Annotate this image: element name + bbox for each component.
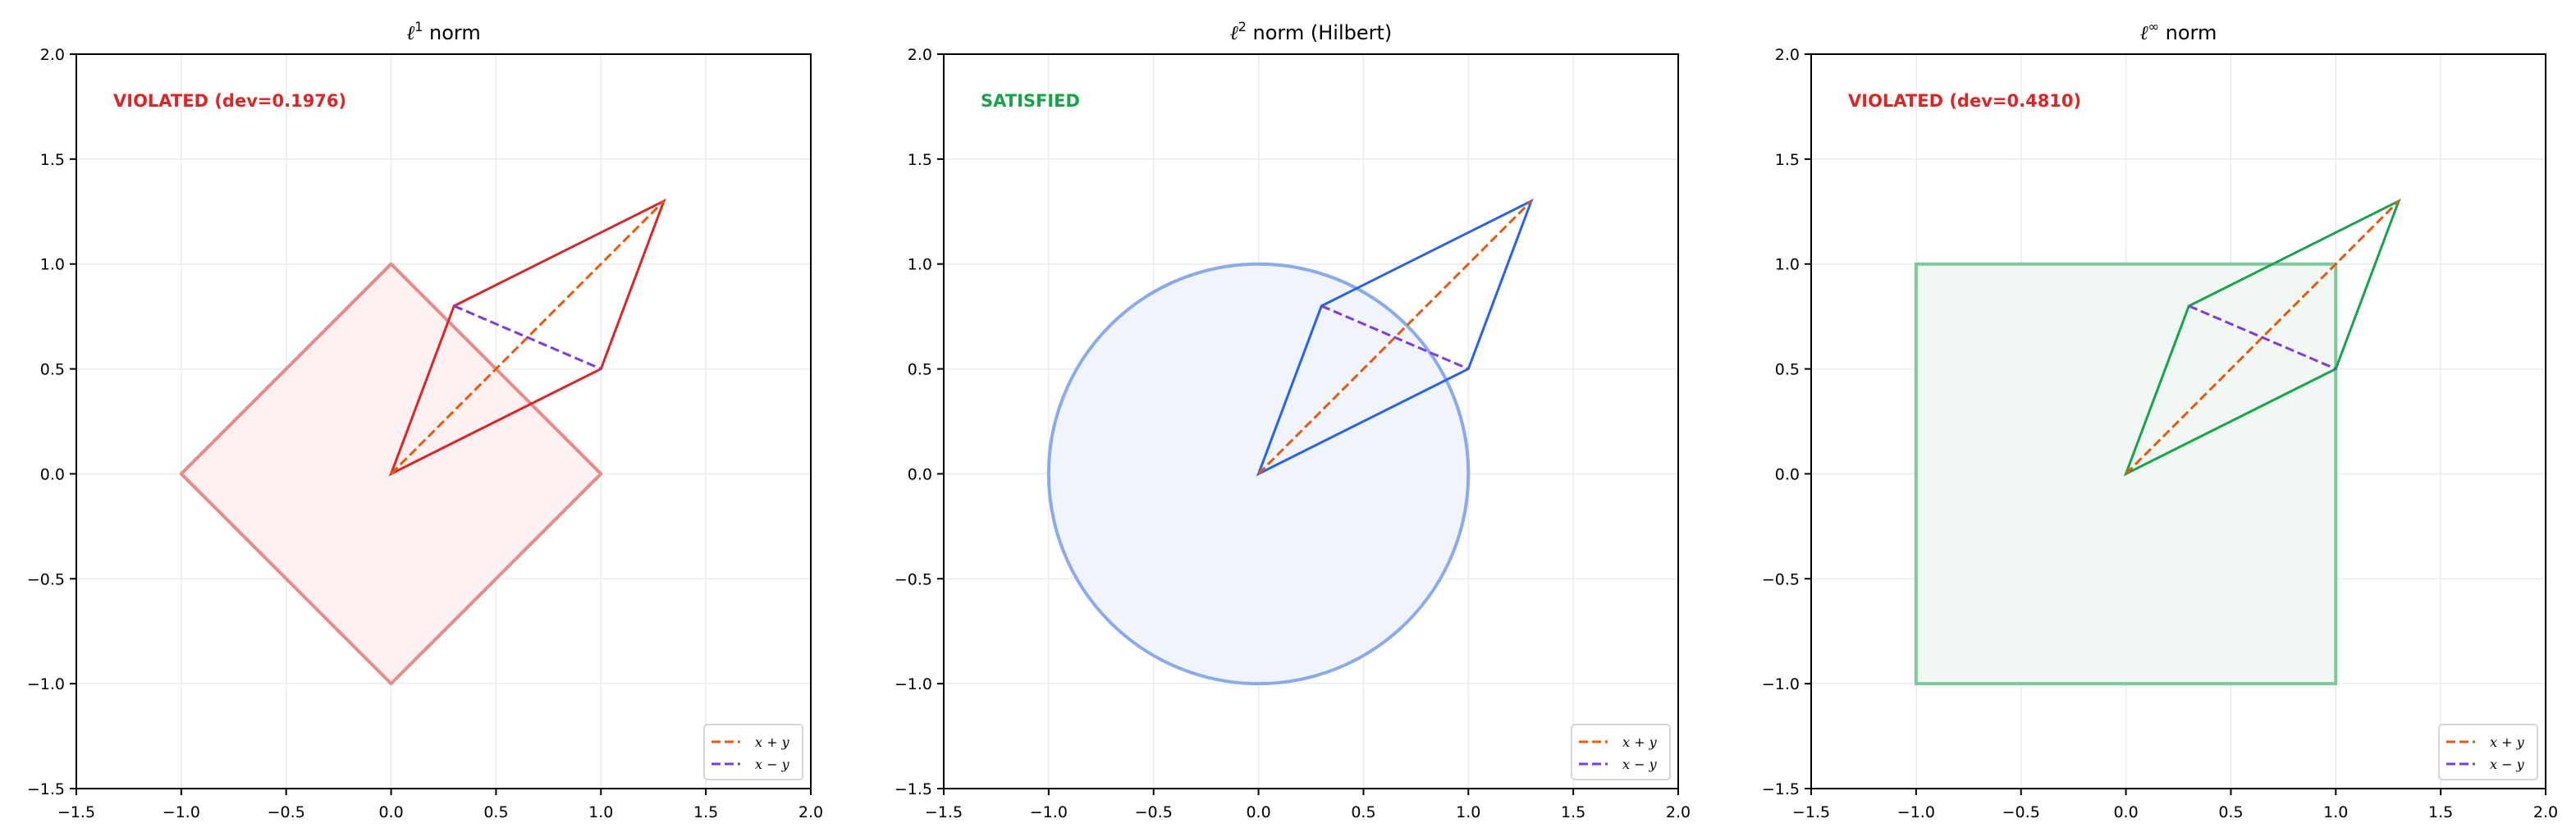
- y-tick-label: 1.5: [1775, 151, 1800, 169]
- x-tick-label: 1.5: [693, 803, 718, 821]
- x-tick-label: 1.0: [588, 803, 613, 821]
- legend-label: x + y: [755, 734, 790, 750]
- axes-frame: [1810, 53, 2546, 789]
- x-tick-label: −1.5: [1792, 803, 1830, 821]
- panel-title: ℓ2 norm (Hilbert): [1230, 19, 1393, 44]
- y-tick-label: 1.5: [40, 151, 65, 169]
- y-tick-label: 0.5: [40, 361, 65, 379]
- axes-frame: [943, 53, 1679, 789]
- x-tick-label: 1.5: [2428, 803, 2453, 821]
- title-rest: norm (Hilbert): [1247, 21, 1392, 44]
- x-tick-label: −1.0: [1897, 803, 1935, 821]
- axes-frame: [75, 53, 812, 789]
- x-tick-label: 0.0: [1246, 803, 1270, 821]
- y-tick-label: −0.5: [27, 570, 65, 588]
- legend-box: [703, 724, 803, 780]
- diagonal-sum: [2125, 199, 2400, 475]
- x-tick-label: 1.5: [1561, 803, 1585, 821]
- diagonal-difference: [1320, 304, 1469, 370]
- x-tick-label: −1.0: [162, 803, 200, 821]
- x-tick-label: 0.0: [378, 803, 403, 821]
- panel-title: ℓ∞ norm: [2140, 19, 2217, 44]
- title-rest: norm: [2159, 21, 2217, 44]
- title-ell: ℓ: [1230, 21, 1238, 44]
- plot-area: [76, 54, 811, 789]
- diagonal-difference: [2188, 304, 2336, 370]
- title-ell: ℓ: [2140, 21, 2148, 44]
- x-tick-label: −1.5: [57, 803, 95, 821]
- panel-title: ℓ1 norm: [406, 19, 481, 44]
- y-tick-label: 1.0: [1775, 256, 1800, 274]
- plot-area: [944, 54, 1678, 789]
- legend-label: x + y: [2490, 734, 2525, 750]
- chart-panel-1: −1.5 −1.0 −0.5 0.0 0.5 1.0 1.5 2.0 −1.5 −1.0 −0.5 0…: [27, 19, 823, 821]
- y-tick-label: 0.0: [1775, 465, 1800, 483]
- y-tick-label: −1.5: [1762, 780, 1800, 798]
- y-tick-label: 0.0: [40, 465, 65, 483]
- legend-box: [1571, 724, 1671, 780]
- x-tick-label: 2.0: [2533, 803, 2558, 821]
- diagonal-sum: [1257, 199, 1533, 475]
- x-tick-label: −0.5: [1135, 803, 1173, 821]
- chart-panel-3: −1.5 −1.0 −0.5 0.0 0.5 1.0 1.5 2.0 −1.5 −1.0 −0.5 0…: [1762, 19, 2558, 821]
- y-tick-label: 0.0: [908, 465, 932, 483]
- y-tick-label: 0.5: [908, 361, 932, 379]
- status-annotation: VIOLATED (dev=0.4810): [1848, 91, 2081, 111]
- legend: x + y x − y: [1571, 724, 1671, 780]
- y-tick-label: −0.5: [1762, 570, 1800, 588]
- legend-label: x − y: [2490, 757, 2525, 772]
- x-tick-label: −1.0: [1030, 803, 1068, 821]
- x-tick-label: −0.5: [2002, 803, 2040, 821]
- y-tick-label: 2.0: [40, 46, 65, 64]
- status-annotation: VIOLATED (dev=0.1976): [113, 91, 346, 111]
- y-tick-label: −1.0: [895, 675, 932, 693]
- y-tick-label: −1.5: [895, 780, 932, 798]
- x-tick-label: 1.0: [1456, 803, 1480, 821]
- legend: x + y x − y: [703, 724, 803, 780]
- legend: x + y x − y: [2438, 724, 2538, 780]
- y-tick-label: 1.0: [908, 256, 932, 274]
- diagonal-difference: [453, 304, 602, 370]
- y-tick-label: −1.0: [27, 675, 65, 693]
- x-tick-label: 0.5: [2218, 803, 2243, 821]
- title-ell: ℓ: [406, 21, 414, 44]
- legend-label: x − y: [1622, 757, 1658, 772]
- y-tick-label: −0.5: [895, 570, 932, 588]
- diagonal-sum: [390, 199, 666, 475]
- x-tick-label: −1.5: [925, 803, 963, 821]
- x-tick-label: 2.0: [1666, 803, 1691, 821]
- x-tick-label: 0.5: [1351, 803, 1375, 821]
- y-tick-label: 2.0: [1775, 46, 1800, 64]
- legend-label: x + y: [1622, 734, 1658, 750]
- plot-area: [1811, 54, 2546, 789]
- title-superscript: 2: [1238, 19, 1247, 34]
- x-tick-label: 0.5: [483, 803, 508, 821]
- legend-label: x − y: [755, 757, 790, 772]
- x-tick-label: 2.0: [798, 803, 823, 821]
- legend-box: [2438, 724, 2538, 780]
- y-tick-label: −1.5: [27, 780, 65, 798]
- y-tick-label: 0.5: [1775, 361, 1800, 379]
- y-tick-label: 1.5: [908, 151, 932, 169]
- x-tick-label: 0.0: [2113, 803, 2138, 821]
- x-tick-label: −0.5: [268, 803, 305, 821]
- title-rest: norm: [423, 21, 480, 44]
- y-tick-label: −1.0: [1762, 675, 1800, 693]
- y-tick-label: 2.0: [908, 46, 932, 64]
- x-tick-label: 1.0: [2323, 803, 2348, 821]
- title-superscript: ∞: [2148, 19, 2159, 34]
- status-annotation: SATISFIED: [981, 91, 1080, 111]
- chart-panel-2: −1.5 −1.0 −0.5 0.0 0.5 1.0 1.5 2.0 −1.5 −1.0 −0.5 0…: [895, 19, 1691, 821]
- y-tick-label: 1.0: [40, 256, 65, 274]
- title-superscript: 1: [414, 19, 423, 34]
